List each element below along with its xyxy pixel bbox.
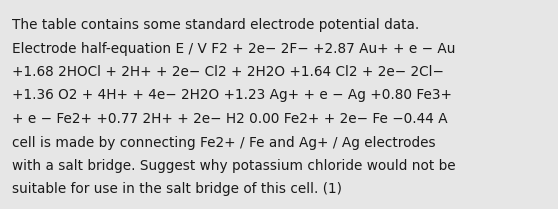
Text: Electrode half-equation E / V F2 + 2e− 2F− +2.87 Au+ + e − Au: Electrode half-equation E / V F2 + 2e− 2… <box>12 42 455 56</box>
Text: with a salt bridge. Suggest why potassium chloride would not be: with a salt bridge. Suggest why potassiu… <box>12 159 456 173</box>
Text: suitable for use in the salt bridge of this cell. (1): suitable for use in the salt bridge of t… <box>12 182 342 196</box>
Text: + e − Fe2+ +0.77 2H+ + 2e− H2 0.00 Fe2+ + 2e− Fe −0.44 A: + e − Fe2+ +0.77 2H+ + 2e− H2 0.00 Fe2+ … <box>12 112 448 126</box>
Text: +1.68 2HOCl + 2H+ + 2e− Cl2 + 2H2O +1.64 Cl2 + 2e− 2Cl−: +1.68 2HOCl + 2H+ + 2e− Cl2 + 2H2O +1.64… <box>12 65 444 79</box>
Text: +1.36 O2 + 4H+ + 4e− 2H2O +1.23 Ag+ + e − Ag +0.80 Fe3+: +1.36 O2 + 4H+ + 4e− 2H2O +1.23 Ag+ + e … <box>12 88 452 102</box>
Text: cell is made by connecting Fe2+ / Fe and Ag+ / Ag electrodes: cell is made by connecting Fe2+ / Fe and… <box>12 135 436 149</box>
Text: The table contains some standard electrode potential data.: The table contains some standard electro… <box>12 18 419 32</box>
